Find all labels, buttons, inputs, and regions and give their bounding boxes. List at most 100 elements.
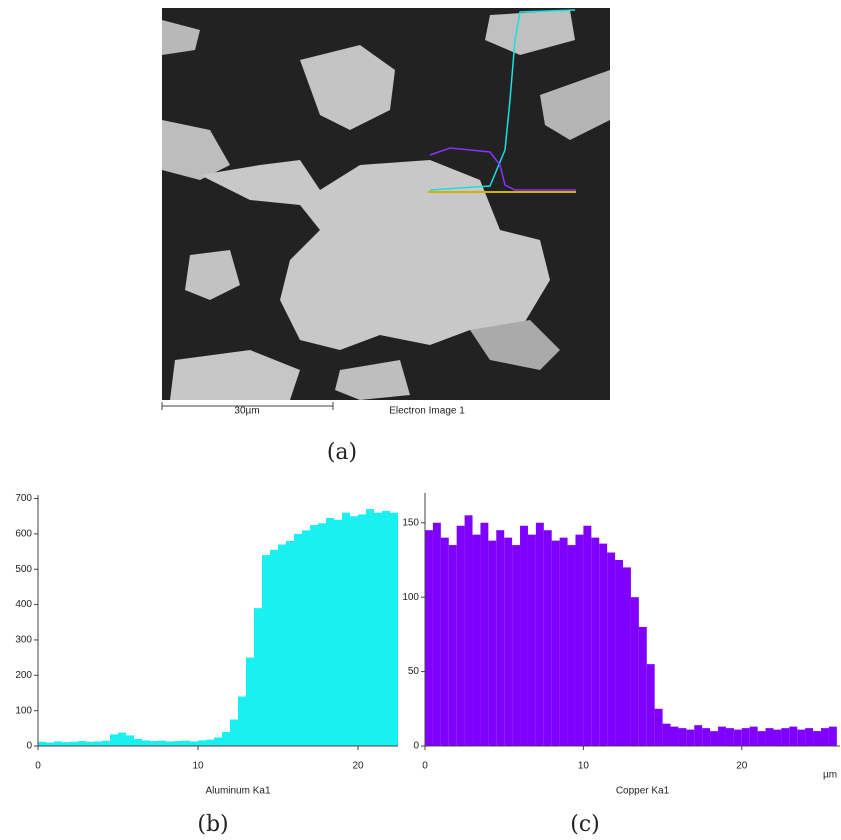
bar (805, 728, 813, 746)
bar (560, 538, 568, 746)
bar (615, 560, 623, 746)
bar (457, 526, 465, 746)
y-tick-label: 50 (408, 666, 420, 677)
figure: 30µm Electron Image 1 (a) (b) (c) 010020… (0, 0, 841, 840)
bar (813, 731, 821, 746)
y-tick-label: 600 (15, 529, 32, 540)
bar (552, 541, 560, 746)
bar (441, 538, 449, 746)
bar (631, 597, 639, 746)
scale-bar-label: 30µm (234, 406, 259, 417)
bar (366, 509, 374, 746)
bar (607, 553, 615, 746)
bar (94, 741, 102, 746)
x-tick-label: 10 (192, 761, 204, 772)
bar (686, 730, 694, 746)
bar (390, 513, 398, 746)
bar (473, 535, 481, 746)
bar (358, 514, 366, 746)
bar (46, 742, 54, 746)
bar (198, 740, 206, 746)
bar (504, 538, 512, 746)
bar (54, 741, 62, 746)
bar (262, 555, 270, 746)
bar (449, 545, 457, 746)
bar (480, 523, 488, 746)
bar (536, 523, 544, 746)
x-tick-label: 10 (578, 761, 590, 772)
x-tick-label: 20 (352, 761, 364, 772)
bar (350, 516, 358, 746)
bar (829, 727, 837, 746)
bar (230, 719, 238, 746)
bar (639, 627, 647, 746)
bar (206, 740, 214, 746)
bar (789, 727, 797, 746)
bar (663, 724, 671, 746)
bar (671, 727, 679, 746)
y-tick-label: 400 (15, 599, 32, 610)
bar (254, 608, 262, 746)
bar (750, 727, 758, 746)
bar (512, 545, 520, 746)
y-tick-label: 0 (413, 741, 419, 752)
bar (134, 739, 142, 746)
bar (278, 544, 286, 746)
bar (318, 523, 326, 746)
bar (742, 728, 750, 746)
x-tick-label: 0 (422, 761, 428, 772)
x-tick-label: 20 (736, 761, 748, 772)
image-caption: Electron Image 1 (389, 406, 465, 417)
bar (710, 731, 718, 746)
bar (174, 741, 182, 746)
bar (62, 742, 70, 746)
bar (655, 709, 663, 746)
bar (766, 728, 774, 746)
bar (374, 513, 382, 746)
bar (734, 730, 742, 746)
bar (286, 541, 294, 746)
panel-label: (a) (327, 440, 357, 465)
bar (425, 530, 433, 746)
bar (726, 728, 734, 746)
y-tick-label: 500 (15, 564, 32, 575)
y-tick-label: 700 (15, 493, 32, 504)
bar (773, 730, 781, 746)
bar (591, 538, 599, 746)
bar (678, 728, 686, 746)
bar (433, 523, 441, 746)
y-tick-label: 0 (26, 741, 32, 752)
bar (718, 727, 726, 746)
bar (599, 544, 607, 746)
bar (382, 511, 390, 746)
bar (270, 550, 278, 746)
bar (86, 742, 94, 746)
bar (623, 567, 631, 746)
bar (70, 742, 78, 746)
bar (78, 741, 86, 746)
panel-label: (c) (570, 812, 600, 837)
y-tick-label: 100 (402, 592, 419, 603)
bar (520, 526, 528, 746)
bar (544, 530, 552, 746)
bar (126, 735, 134, 746)
bar (190, 741, 198, 746)
bar (702, 728, 710, 746)
bar (158, 741, 166, 746)
y-tick-label: 100 (15, 705, 32, 716)
bar (583, 526, 591, 746)
bar (214, 738, 222, 746)
y-tick-label: 150 (402, 517, 419, 528)
bar (575, 535, 583, 746)
bar (246, 658, 254, 746)
bar (302, 530, 310, 746)
bar (110, 734, 118, 746)
bar (797, 730, 805, 746)
bar (102, 741, 110, 746)
bar (142, 740, 150, 746)
bar (496, 530, 504, 746)
bar (821, 728, 829, 746)
bar (238, 697, 246, 746)
bar (647, 664, 655, 746)
panel-label: (b) (197, 812, 228, 837)
